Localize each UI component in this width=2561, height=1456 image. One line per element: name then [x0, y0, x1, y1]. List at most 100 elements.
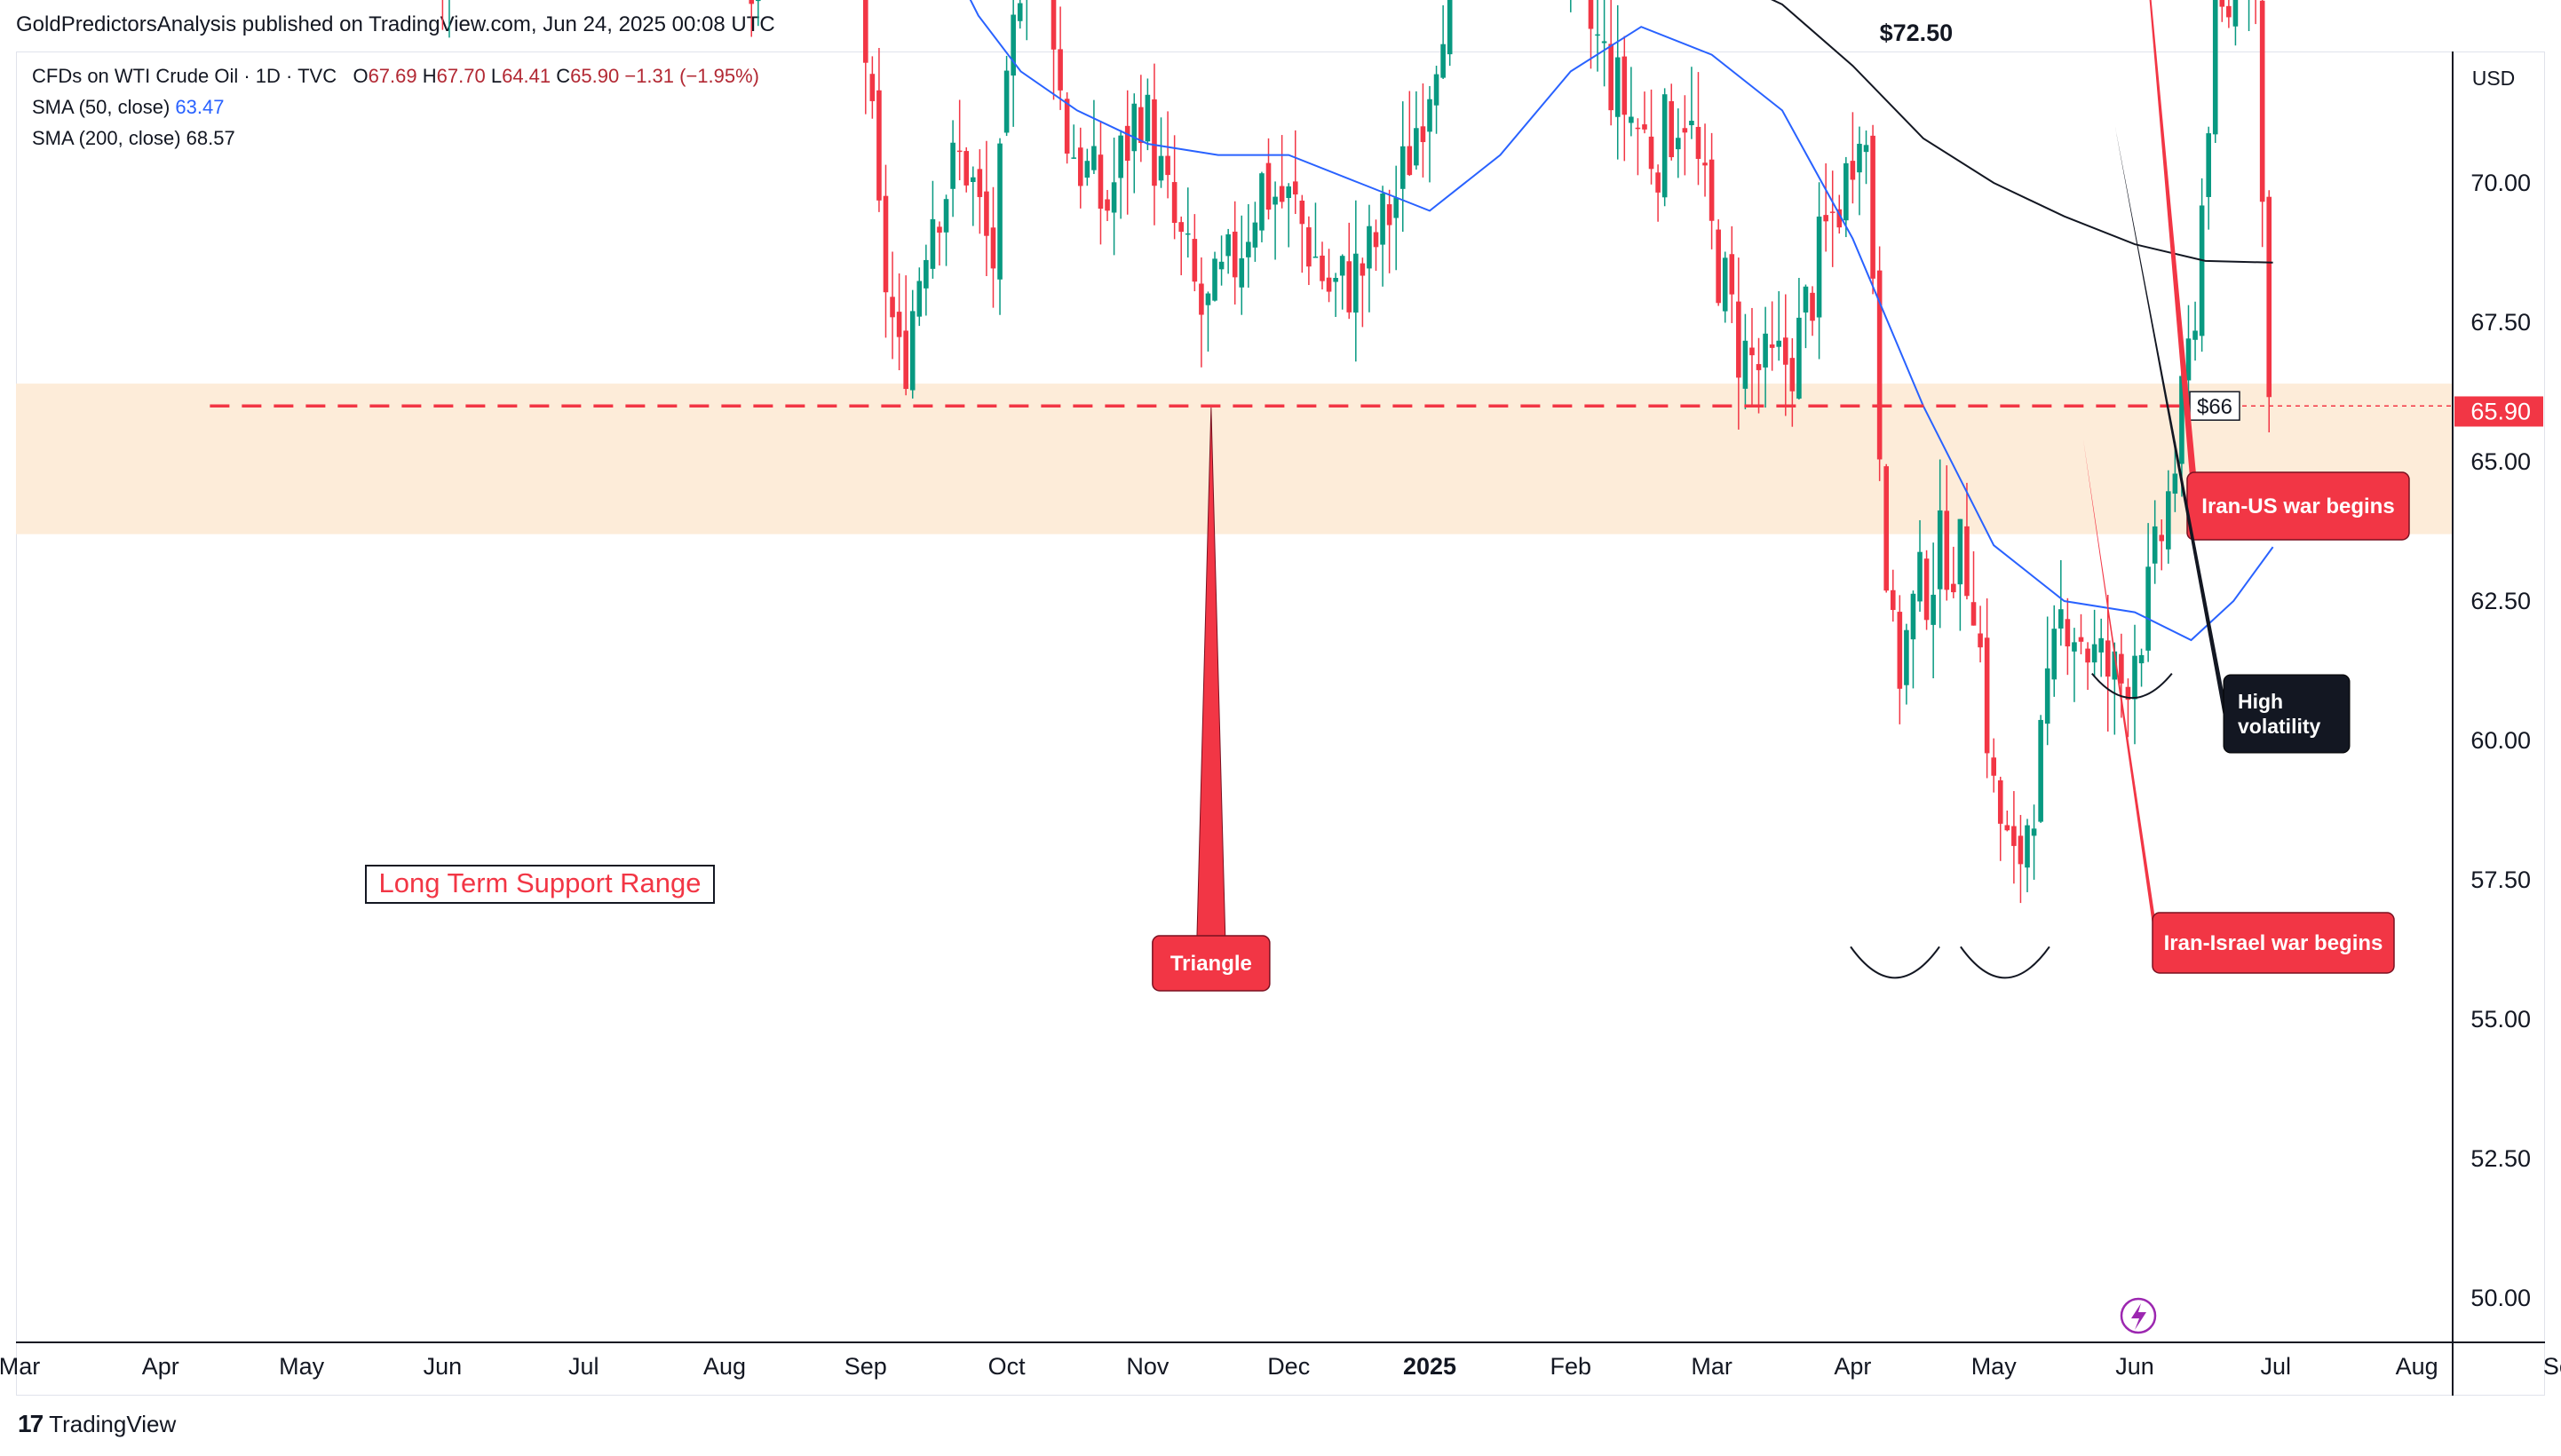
candle-body [883, 195, 889, 293]
candle-body [1111, 182, 1117, 213]
lightning-icon-bolt [2131, 1303, 2146, 1330]
legend-sma200-label: SMA (200, close) [32, 127, 181, 149]
tradingview-footer[interactable]: 17 TradingView [18, 1410, 176, 1438]
candle-body [1265, 162, 1272, 210]
candle-body [1843, 162, 1849, 221]
candle-body [1178, 222, 1185, 233]
candle-body [1601, 41, 1607, 44]
candle-body [1588, 0, 1594, 29]
candle-body [1776, 340, 1782, 347]
candle-body [1171, 182, 1177, 224]
candle-body [2051, 629, 2058, 680]
legend-sma50-row[interactable]: SMA (50, close) 63.47 [32, 91, 759, 123]
candle-body [1011, 14, 1016, 76]
support-range-label: Long Term Support Range [378, 867, 701, 898]
candle-body [1105, 199, 1110, 211]
candle-body [1380, 193, 1385, 245]
candle-body [1883, 466, 1890, 591]
candle-body [2044, 668, 2050, 724]
candle-body [984, 191, 989, 236]
candle-body [1225, 233, 1231, 257]
candle-body [1635, 127, 1641, 130]
candle-body [2172, 473, 2178, 494]
candle-body [2125, 686, 2131, 700]
candle-body [1292, 181, 1298, 195]
candle-body [1897, 612, 1903, 689]
candle-body [1629, 116, 1634, 123]
candle-body [1742, 340, 1748, 389]
time-tick-label: Feb [1550, 1353, 1592, 1380]
legend-symbol[interactable]: CFDs on WTI Crude Oil · 1D · TVC [32, 65, 337, 87]
tradingview-logo-icon: 17 [18, 1410, 44, 1437]
candle-body [2232, 0, 2239, 27]
legend-sma200-row[interactable]: SMA (200, close) 68.57 [32, 123, 759, 154]
candle-body [1414, 128, 1419, 166]
price-tick-label: 65.00 [2470, 448, 2531, 475]
tradingview-brand: TradingView [49, 1410, 177, 1437]
candle-body [937, 226, 942, 233]
candle-body [1320, 255, 1325, 281]
high-volatility-callout-box [2223, 674, 2351, 754]
candle-body [2199, 205, 2205, 336]
time-tick-label: Jul [2261, 1353, 2292, 1380]
candle-body [1058, 49, 1063, 91]
candle-body [1937, 510, 1943, 590]
candle-body [1944, 510, 1950, 590]
zone-layer [16, 384, 2453, 534]
time-tick-label: Sep [844, 1353, 887, 1380]
candle-body [1393, 197, 1399, 218]
candle-body [1399, 146, 1406, 189]
candle-body [1910, 593, 1916, 640]
candle-body [1682, 128, 1688, 133]
candle-body [1782, 337, 1788, 365]
candle-body [1655, 172, 1661, 193]
time-tick-label: Jun [424, 1353, 463, 1380]
candle-body [1420, 126, 1426, 143]
candle-body [1716, 229, 1721, 304]
candle-body [1084, 161, 1090, 178]
candle-body [1003, 70, 1010, 133]
candle-body [1876, 270, 1883, 460]
label-7250: $72.50 [1880, 20, 1954, 46]
candle-body [924, 259, 929, 289]
iran-us-callout-label: Iran-US war begins [2201, 495, 2394, 518]
candle-body [1608, 44, 1614, 111]
triangle-callout-box [1152, 935, 1271, 992]
candle-body [1353, 253, 1359, 313]
chart-frame [16, 51, 2545, 1396]
time-tick-label: 2025 [1403, 1353, 1456, 1380]
currency-label: USD [2472, 67, 2516, 90]
price-tick-label: 50.00 [2470, 1285, 2531, 1311]
time-tick-label: Aug [2396, 1353, 2438, 1380]
candle-body [2078, 637, 2084, 642]
candle-body [2185, 338, 2192, 381]
candle-body [903, 330, 908, 390]
candle-body [1736, 301, 1741, 378]
candle-body [909, 311, 916, 391]
candle-body [963, 151, 970, 186]
candle-body [2105, 640, 2111, 677]
candle-body [1991, 757, 1996, 776]
price-tick-label: 67.50 [2470, 309, 2531, 336]
candle-body [2119, 653, 2124, 684]
candle-body [896, 312, 902, 337]
candle-body [1447, 0, 1453, 55]
candle-body [1098, 154, 1104, 210]
candle-body [1970, 602, 1977, 626]
candle-body [2058, 609, 2064, 629]
candle-body [1232, 231, 1238, 278]
legend-symbol-row: CFDs on WTI Crude Oil · 1D · TVC O67.69 … [32, 60, 759, 91]
candle-body [1407, 146, 1413, 176]
candle-body [2159, 534, 2165, 542]
candle-body [1984, 637, 1990, 754]
candle-body [869, 74, 876, 101]
candle-body [1433, 74, 1439, 106]
candle-body [970, 177, 976, 183]
price-tick-label: 60.00 [2470, 727, 2531, 754]
iran-israel-callout-label: Iran-Israel war begins [2164, 931, 2383, 955]
axes-layer: 50.00 52.50 55.00 57.50 60.00 62.50 65.00 67.50… [0, 51, 2561, 1396]
candle-body [1373, 232, 1379, 248]
candle-body [2138, 654, 2145, 664]
candle-body [1427, 99, 1432, 132]
